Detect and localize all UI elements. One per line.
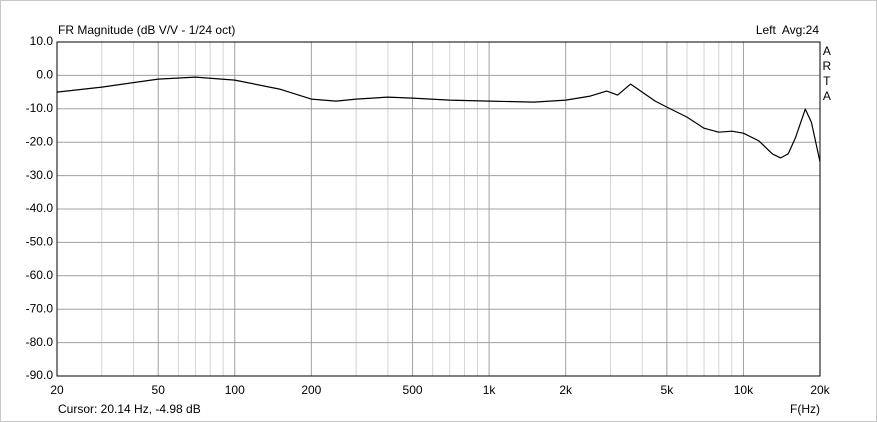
fr-curve [56, 76, 821, 163]
plot-frame [56, 41, 821, 377]
cursor-label: Cursor: 20.14 Hz, -4.98 dB [58, 402, 201, 416]
y-tick-label: 10.0 [30, 34, 54, 48]
x-tick-label: 5k [661, 383, 675, 397]
x-tick-label: 50 [152, 383, 166, 397]
y-tick-label: -40.0 [26, 201, 54, 215]
x-tick-label: 10k [734, 383, 754, 397]
channel-label: Left Avg:24 [756, 23, 819, 37]
y-tick-label: -20.0 [26, 134, 54, 148]
chart-title: FR Magnitude (dB V/V - 1/24 oct) [58, 23, 235, 37]
x-tick-label: 20 [50, 383, 64, 397]
x-tick-label: 500 [403, 383, 423, 397]
x-tick-label: 1k [483, 383, 497, 397]
y-tick-label: -80.0 [26, 335, 54, 349]
x-axis-label: F(Hz) [790, 402, 820, 416]
y-tick-label: -70.0 [26, 301, 54, 315]
x-tick-label: 2k [559, 383, 573, 397]
y-tick-label: 0.0 [36, 68, 53, 82]
y-tick-label: -60.0 [26, 268, 54, 282]
y-tick-label: -50.0 [26, 235, 54, 249]
x-tick-label: 20k [810, 383, 830, 397]
x-tick-label: 100 [225, 383, 245, 397]
y-tick-label: -10.0 [26, 101, 54, 115]
y-tick-label: -90.0 [26, 368, 54, 382]
y-tick-label: -30.0 [26, 168, 54, 182]
x-tick-label: 200 [301, 383, 321, 397]
brand: ARTA [820, 44, 834, 104]
